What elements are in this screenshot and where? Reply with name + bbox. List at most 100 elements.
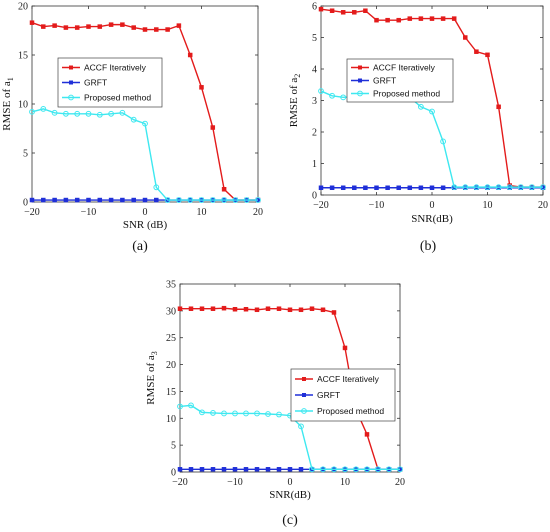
series-point-3	[529, 184, 535, 191]
series-point-1	[276, 306, 282, 311]
series-point-3	[440, 138, 447, 145]
series-point-3	[63, 110, 69, 117]
series-point-1	[309, 306, 315, 311]
series-point-2	[298, 467, 304, 472]
legend-swatch-marker	[302, 393, 306, 397]
y-tick-label: 1	[312, 159, 317, 170]
legend-entry-label: ACCF Iteratively	[373, 63, 436, 73]
series-point-1	[407, 16, 413, 21]
series-point-1	[352, 10, 357, 15]
series-point-3	[540, 184, 546, 191]
series-point-1	[86, 24, 91, 29]
series-point-3	[451, 184, 458, 191]
y-tick-label: 0	[312, 191, 317, 202]
x-tick-label: −10	[81, 207, 97, 218]
series-point-3	[176, 197, 182, 203]
series-point-3	[119, 109, 126, 116]
series-point-2	[97, 197, 103, 203]
series-point-3	[397, 466, 403, 473]
series-point-3	[364, 466, 370, 473]
panel-caption: (c)	[282, 513, 298, 528]
series-point-3	[276, 411, 282, 418]
series-point-3	[255, 197, 261, 203]
series-point-3	[108, 110, 114, 117]
x-axis-label: SNR(dB)	[411, 213, 453, 225]
y-axis-label: RMSE of a1	[1, 77, 15, 131]
series-point-1	[131, 25, 136, 30]
series-point-1	[342, 345, 348, 351]
y-tick-label: 35	[166, 280, 176, 291]
x-tick-label: 0	[143, 207, 148, 218]
legend-swatch-marker	[357, 90, 363, 97]
series-line-3	[320, 90, 543, 188]
y-tick-label: 30	[166, 306, 176, 317]
series-point-3	[142, 120, 148, 127]
panel-caption: (a)	[132, 239, 148, 254]
series-point-1	[496, 104, 501, 110]
series-point-1	[440, 16, 446, 21]
series-point-2	[120, 197, 125, 203]
series-point-1	[287, 307, 293, 313]
legend-swatch-marker	[69, 65, 73, 70]
legend: ACCF Iteratively GRFT Proposed method	[290, 368, 396, 422]
legend-entry-label: GRFT	[373, 76, 396, 86]
series-point-1	[385, 17, 390, 23]
series-point-3	[342, 466, 348, 473]
legend: ACCF Iteratively GRFT Proposed method	[57, 57, 163, 108]
y-axis-label: RMSE of a3	[145, 351, 159, 405]
series-point-3	[386, 466, 392, 473]
y-axis-label-subscript: 2	[293, 74, 302, 78]
series-point-1	[142, 27, 148, 32]
series-point-2	[265, 467, 271, 472]
series-point-1	[210, 125, 216, 130]
series-point-2	[318, 185, 324, 191]
series-point-1	[165, 27, 170, 32]
legend-entry-label: GRFT	[84, 78, 107, 88]
series-point-2	[396, 185, 401, 191]
series-point-1	[374, 17, 379, 23]
series-point-3	[85, 110, 92, 117]
x-tick-label: 10	[340, 477, 350, 488]
series-point-1	[108, 22, 114, 27]
legend-swatch-marker	[302, 377, 306, 381]
legend-swatch-marker	[358, 78, 362, 83]
series-point-1	[463, 35, 468, 40]
series-point-3	[495, 184, 502, 191]
series-point-1	[331, 310, 337, 315]
series-point-2	[352, 185, 357, 191]
series-point-3	[418, 103, 424, 110]
series-point-3	[429, 108, 435, 115]
series-point-3	[210, 410, 216, 416]
series-point-2	[177, 467, 183, 472]
series-point-3	[40, 106, 47, 112]
series-point-1	[221, 187, 227, 192]
y-tick-label: 15	[166, 387, 176, 398]
series-point-2	[188, 467, 194, 472]
series-point-1	[265, 306, 271, 311]
y-tick-label: 0	[23, 198, 28, 209]
legend-swatch-marker	[301, 408, 307, 414]
series-point-3	[221, 197, 228, 203]
series-point-3	[29, 108, 35, 115]
legend-entry-label: ACCF Iteratively	[317, 374, 380, 384]
series-point-1	[221, 305, 227, 311]
series-point-2	[74, 197, 80, 203]
y-tick-label: 0	[171, 468, 176, 479]
series-point-3	[329, 92, 336, 99]
series-point-1	[199, 85, 204, 90]
series-point-2	[429, 185, 435, 191]
series-point-3	[130, 116, 137, 123]
series-point-1	[176, 23, 182, 28]
series-point-1	[485, 52, 490, 58]
series-point-3	[309, 466, 315, 473]
series-point-1	[474, 49, 479, 54]
series-point-2	[363, 185, 368, 191]
y-tick-label: 10	[166, 414, 176, 425]
series-point-1	[210, 306, 216, 311]
y-tick-label: 5	[312, 33, 317, 44]
series-point-2	[385, 185, 390, 191]
series-point-3	[517, 184, 524, 191]
y-axis-label-subscript: 1	[6, 77, 15, 81]
series-point-2	[210, 467, 216, 472]
